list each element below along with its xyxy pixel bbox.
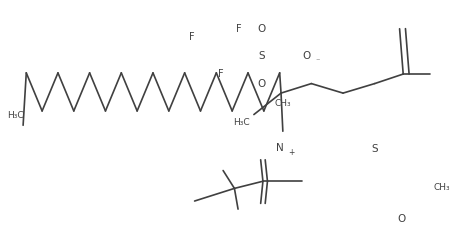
Text: S: S	[258, 51, 264, 61]
Text: O: O	[302, 51, 310, 61]
Text: ⁻: ⁻	[315, 56, 319, 66]
Text: H₃C: H₃C	[232, 118, 249, 127]
Text: H₃C: H₃C	[7, 111, 24, 120]
Text: O: O	[257, 24, 265, 34]
Text: N: N	[275, 143, 283, 153]
Text: F: F	[188, 32, 194, 42]
Text: O: O	[257, 79, 265, 89]
Text: O: O	[397, 214, 405, 224]
Text: CH₃: CH₃	[433, 183, 449, 192]
Text: CH₃: CH₃	[274, 99, 291, 108]
Text: F: F	[236, 24, 241, 34]
Text: S: S	[370, 144, 377, 154]
Text: +: +	[288, 148, 294, 157]
Text: F: F	[217, 69, 223, 79]
